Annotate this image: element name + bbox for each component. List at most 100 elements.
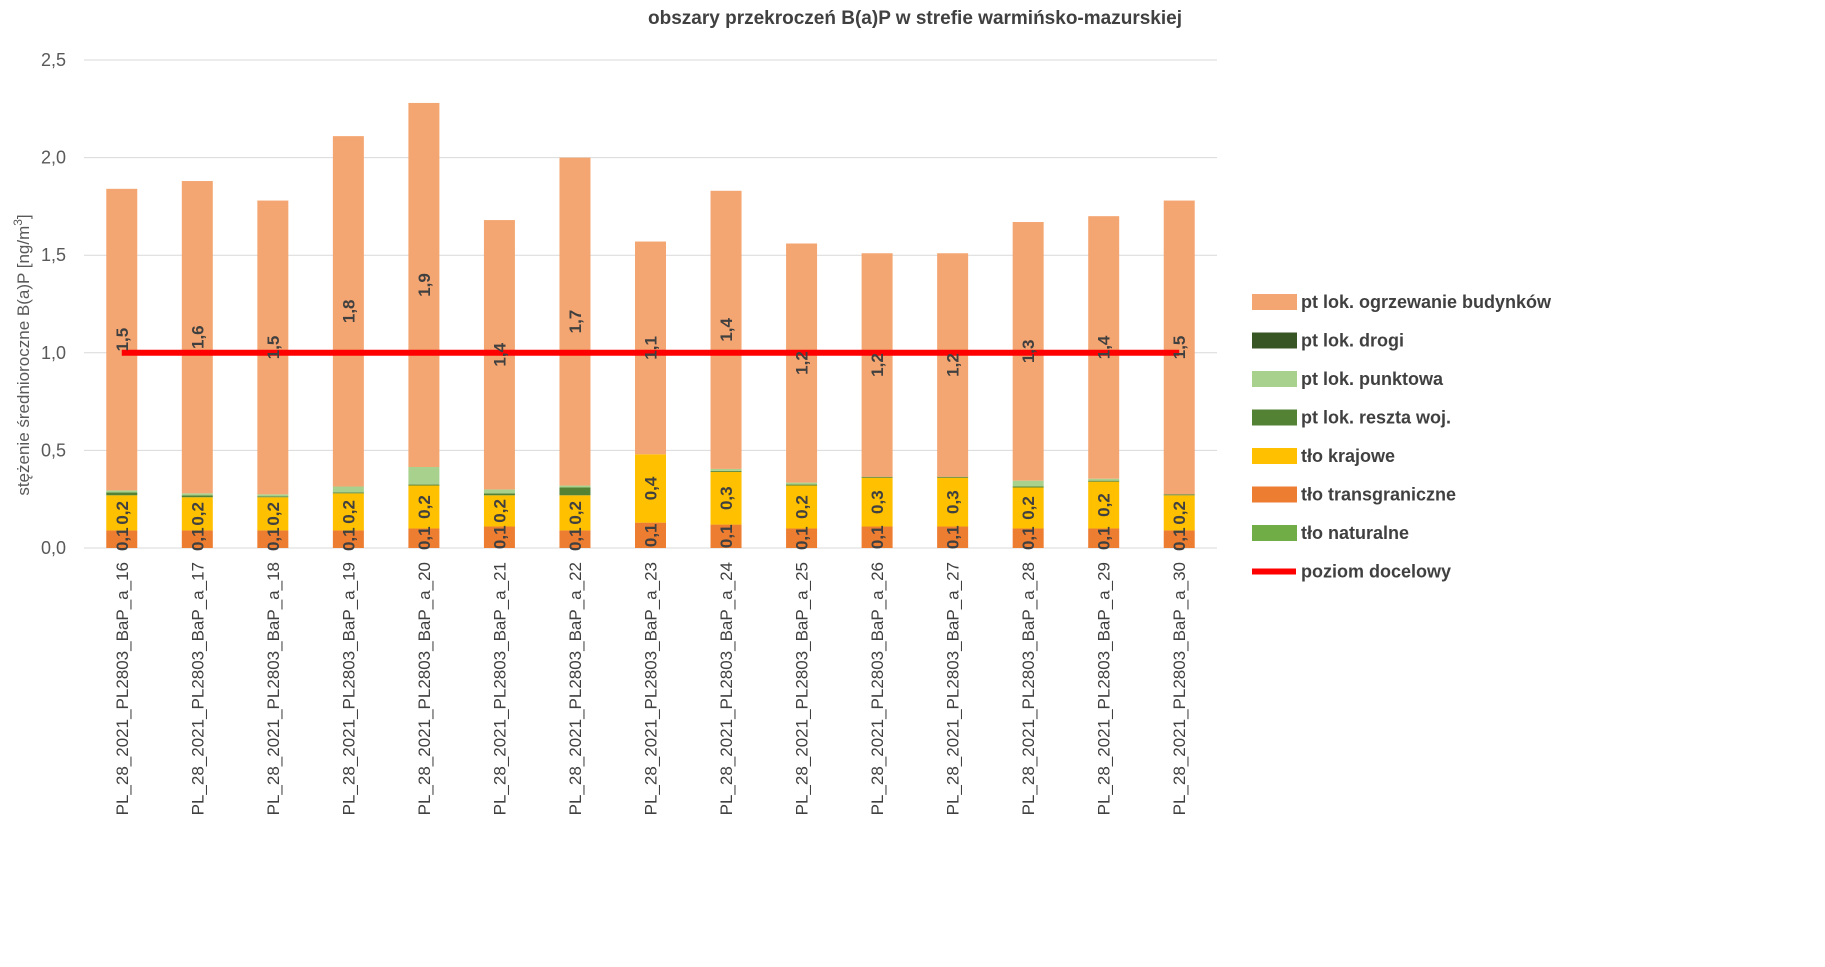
bar-segment — [332, 136, 364, 487]
x-tick-label: PL_28_2021_PL2803_BaP_a_19 — [339, 562, 358, 815]
legend-swatch — [1252, 294, 1297, 310]
data-label: 0,1 — [113, 527, 132, 551]
bar-segment — [1012, 480, 1044, 487]
legend-swatch — [1252, 486, 1297, 503]
data-label: 0,2 — [113, 501, 132, 525]
legend-swatch — [1252, 332, 1297, 349]
legend-label: poziom docelowy — [1301, 562, 1451, 582]
bar-segment — [559, 157, 591, 486]
y-axis-label-end: ] — [14, 214, 33, 219]
y-tick-label: 1,0 — [41, 343, 66, 363]
bar-segment — [710, 470, 742, 472]
bar-segment — [786, 528, 818, 548]
y-axis-label-main: stężenie średnioroczne B(a)P [ng/m — [14, 226, 33, 496]
bar-segment — [408, 528, 440, 548]
data-label: 0,1 — [415, 526, 434, 550]
y-tick-label: 0,0 — [41, 538, 66, 558]
x-tick-label: PL_28_2021_PL2803_BaP_a_24 — [717, 562, 736, 815]
bar-segment — [861, 526, 893, 548]
bar-segment — [786, 484, 818, 486]
legend-label: tło naturalne — [1301, 523, 1409, 543]
data-label: 0,2 — [264, 502, 283, 526]
bar-segment — [1012, 486, 1044, 488]
data-label: 1,6 — [188, 325, 207, 349]
x-tick-label: PL_28_2021_PL2803_BaP_a_25 — [793, 562, 812, 815]
bar-segment — [861, 476, 893, 478]
data-label: 0,2 — [1170, 501, 1189, 525]
bar-segment — [106, 495, 138, 531]
bar-segment — [635, 241, 666, 455]
data-label: 1,9 — [415, 273, 434, 297]
bar-segment — [937, 476, 969, 478]
data-label: 1,2 — [868, 353, 887, 377]
bar-segment — [937, 526, 969, 548]
data-labels: 0,10,21,50,10,21,60,10,21,50,10,21,80,10… — [113, 273, 1189, 551]
x-tick-label: PL_28_2021_PL2803_BaP_a_16 — [113, 562, 132, 815]
data-label: 1,1 — [642, 336, 661, 360]
data-label: 0,2 — [188, 502, 207, 526]
data-label: 0,1 — [868, 525, 887, 549]
y-tick-label: 2,5 — [41, 50, 66, 70]
bar-segment — [483, 493, 515, 496]
legend-label: pt lok. punktowa — [1301, 369, 1444, 389]
bar-segment — [181, 497, 213, 531]
x-tick-label: PL_28_2021_PL2803_BaP_a_17 — [188, 562, 207, 815]
x-tick-label: PL_28_2021_PL2803_BaP_a_18 — [264, 562, 283, 815]
bar-segment — [181, 181, 213, 494]
bar-segment — [106, 188, 138, 491]
data-label: 1,2 — [944, 353, 963, 377]
bar-segment — [1163, 495, 1195, 531]
bar-segment — [332, 492, 364, 494]
data-label: 0,1 — [188, 527, 207, 551]
bar-segment — [1163, 200, 1195, 495]
data-label: 0,3 — [717, 486, 736, 510]
x-tick-label: PL_28_2021_PL2803_BaP_a_30 — [1170, 562, 1189, 815]
bar-segment — [710, 524, 742, 548]
bar-segment — [559, 530, 591, 548]
data-label: 1,3 — [1019, 340, 1038, 364]
bar-segment — [635, 454, 666, 523]
data-label: 0,2 — [415, 495, 434, 519]
bar-segment — [1088, 216, 1120, 479]
bar-segment — [408, 466, 440, 485]
bar-segment — [937, 253, 969, 477]
bar-segment — [786, 485, 818, 529]
x-tick-label: PL_28_2021_PL2803_BaP_a_27 — [944, 562, 963, 815]
bar-segment — [1088, 478, 1120, 481]
bar-segment — [559, 487, 591, 496]
data-label: 0,3 — [868, 490, 887, 514]
legend-label: pt lok. reszta woj. — [1301, 408, 1451, 428]
legend: pt lok. ogrzewanie budynków pt lok. drogi… — [1252, 292, 1552, 582]
data-label: 0,2 — [1019, 496, 1038, 520]
bar-segment — [332, 486, 364, 493]
bars — [106, 102, 1195, 548]
bar-segment — [710, 468, 742, 471]
legend-swatch — [1252, 525, 1297, 541]
bar-segment — [181, 495, 213, 498]
data-label: 0,1 — [1170, 527, 1189, 551]
bar-segment — [710, 471, 742, 525]
bar-segment — [483, 489, 515, 494]
bar-segment — [559, 485, 591, 488]
bar-segment — [786, 243, 818, 483]
data-label: 1,7 — [566, 310, 585, 334]
bar-segment — [1012, 528, 1044, 548]
bar-segment — [1088, 480, 1120, 482]
data-label: 0,1 — [793, 526, 812, 550]
data-label: 0,4 — [642, 476, 661, 500]
bar-segment — [257, 494, 289, 497]
bar-segment — [786, 482, 818, 485]
x-tick-label: PL_28_2021_PL2803_BaP_a_29 — [1095, 562, 1114, 815]
chart-title: obszary przekroczeń B(a)P w strefie warm… — [648, 8, 1182, 29]
data-label: 0,1 — [1019, 526, 1038, 550]
bar-segment — [483, 526, 515, 548]
data-label: 0,1 — [717, 524, 736, 548]
legend-swatch — [1252, 371, 1297, 387]
data-label: 1,5 — [264, 336, 283, 360]
data-label: 0,2 — [1095, 493, 1114, 517]
data-label: 1,8 — [339, 299, 358, 323]
data-label: 1,4 — [717, 318, 736, 342]
bar-segment — [1163, 494, 1195, 496]
x-tick-label: PL_28_2021_PL2803_BaP_a_28 — [1019, 562, 1038, 815]
